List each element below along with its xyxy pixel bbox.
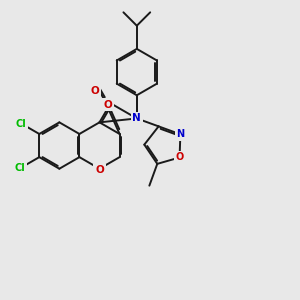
Text: O: O — [95, 165, 104, 175]
Text: O: O — [103, 100, 112, 110]
Text: O: O — [90, 86, 99, 96]
Text: O: O — [176, 152, 184, 163]
Text: Cl: Cl — [14, 163, 25, 173]
Text: N: N — [132, 113, 141, 123]
Text: N: N — [176, 129, 184, 139]
Text: Cl: Cl — [15, 119, 26, 129]
